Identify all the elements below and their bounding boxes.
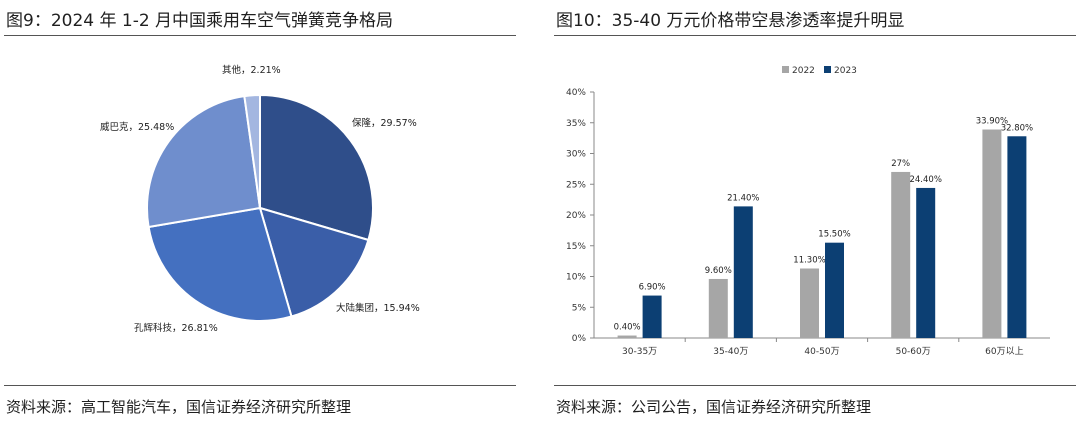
bar [708,278,728,338]
y-tick-label: 0% [572,334,587,344]
y-tick-label: 10% [566,273,586,283]
x-tick-label: 30-35万 [622,347,657,357]
bar-value-label: 11.30% [793,256,825,266]
y-tick-label: 25% [566,180,586,190]
bar-chart: 2022 2023 0% 5% 10% 15% 20% 25% 30% 35% 40% 0.40% 6.… [566,66,1050,357]
bar [800,268,819,338]
bar [1007,136,1027,338]
bar [642,295,662,338]
bar-value-label: 15.50% [818,230,850,240]
bar-value-label: 9.60% [705,266,732,276]
title-rule [4,35,516,36]
bar-source-note: 资料来源：公司公告，国信证券经济研究所整理 [556,398,872,416]
bar-value-label: 32.80% [1001,123,1033,133]
pie-slice [259,93,374,242]
y-tick-label: 35% [566,119,586,129]
pie-source-note: 资料来源：高工智能汽车，国信证券经济研究所整理 [6,398,352,416]
y-tick-label: 20% [566,211,586,221]
pie-slice [258,206,370,318]
pie-slice-label: 大陆集团，15.94% [336,302,420,314]
y-tick-label: 5% [572,303,587,313]
left-figure-panel: 图9：2024 年 1-2 月中国乘用车空气弹簧竞争格局 保隆，29.57% 大陆… [0,0,520,429]
x-tick-label: 60万以上 [985,346,1023,357]
pie-figure-title: 图9：2024 年 1-2 月中国乘用车空气弹簧竞争格局 [6,11,394,31]
bar-value-label: 6.90% [639,283,666,293]
bar [982,129,1002,338]
y-tick-label: 30% [566,150,586,160]
legend-label: 2022 [792,66,815,76]
pie-slice-label: 保隆，29.57% [352,117,417,129]
bar-value-label: 0.40% [614,323,641,333]
bar-value-label: 24.40% [909,175,941,185]
source-rule [4,385,516,386]
x-tick-label: 50-60万 [896,347,931,357]
bar-figure-title: 图10：35-40 万元价格带空悬渗透率提升明显 [556,11,905,31]
source-rule [554,385,1076,386]
pie-chart: 保隆，29.57% 大陆集团，15.94% 孔辉科技，26.81% 威巴克，25.48… [100,64,420,334]
pie-slice-label: 孔辉科技，26.81% [134,322,218,334]
bar [891,171,911,338]
pie-slice-label: 威巴克，25.48% [100,121,174,133]
bar-value-label: 21.40% [727,193,759,203]
bar [916,187,936,338]
y-tick-label: 40% [566,88,586,98]
bar [825,242,844,338]
x-tick-label: 40-50万 [804,347,839,357]
right-figure-panel: 图10：35-40 万元价格带空悬渗透率提升明显 2022 2023 0% 5% 10%… [550,0,1080,429]
bar [733,206,753,338]
pie-slice [147,206,293,322]
legend-swatch [782,66,789,73]
bar-value-label: 33.90% [976,117,1008,127]
legend-label: 2023 [834,66,857,76]
x-tick-label: 35-40万 [713,347,748,357]
bar [617,335,637,338]
pie-slice [243,93,261,209]
legend: 2022 2023 [782,66,857,76]
pie-slice [146,94,262,229]
legend-swatch [824,66,831,73]
pie-slice-label: 其他，2.21% [222,64,281,76]
y-tick-label: 15% [566,242,586,252]
title-rule [554,35,1076,36]
bar-value-label: 27% [891,159,910,169]
